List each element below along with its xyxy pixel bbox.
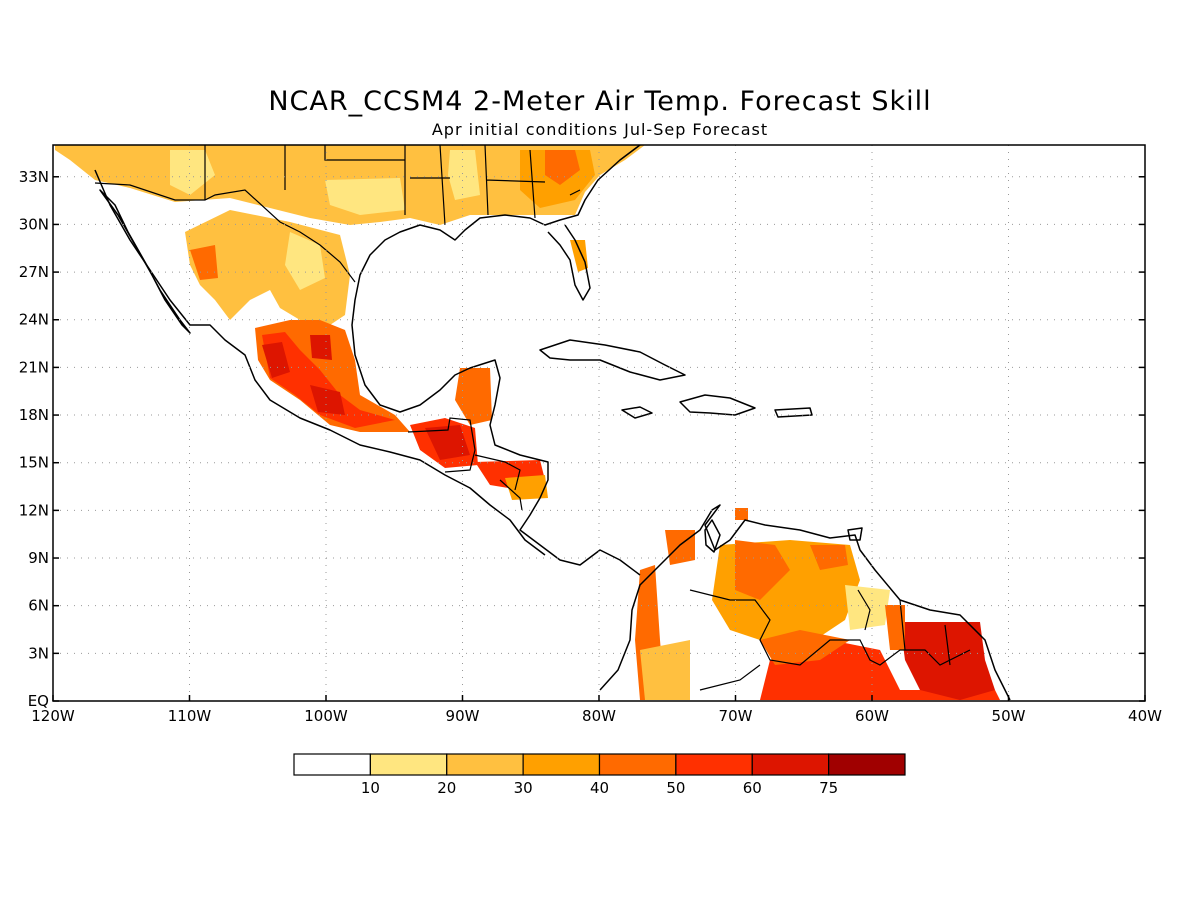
skill-region-venezuela-coast — [735, 508, 748, 520]
colorbar-swatch — [369, 753, 448, 776]
latitude-axis: EQ 3N 6N 9N 12N 15N 18N 21N 24N 27N 30N 33N — [19, 168, 1145, 710]
map-title: NCAR_CCSM4 2-Meter Air Temp. Forecast Sk… — [268, 86, 932, 117]
coastline-florida — [547, 224, 591, 301]
colorbar-swatch — [522, 753, 601, 776]
coastlines — [94, 145, 1011, 701]
colorbar-swatch — [675, 753, 753, 776]
lat-tick-label: 30N — [19, 215, 49, 233]
skill-region-mexico-strong — [262, 332, 395, 428]
skill-region-us-light — [325, 178, 405, 215]
skill-region-amazon-orange — [760, 630, 850, 665]
skill-region-us-orange — [545, 150, 580, 185]
lon-tick-label: 100W — [304, 707, 348, 725]
colorbar-label: 10 — [361, 779, 380, 797]
lat-tick-label: 21N — [19, 358, 49, 376]
lat-tick-label: 33N — [19, 168, 49, 186]
lat-tick-label: 12N — [19, 501, 49, 519]
political-borders — [94, 145, 971, 691]
colorbar-swatch — [828, 753, 906, 776]
lon-tick-label: 120W — [31, 707, 75, 725]
skill-region-venezuela-strong — [735, 540, 790, 600]
lon-tick-label: 70W — [719, 707, 753, 725]
colorbar-swatch — [293, 753, 371, 776]
lon-tick-label: 40W — [1128, 707, 1162, 725]
lon-tick-label: 80W — [582, 707, 616, 725]
border-us-states — [204, 145, 581, 226]
colorbar-label: 30 — [514, 779, 533, 797]
coastline-puerto-rico — [774, 407, 813, 418]
border-us-mexico — [94, 182, 356, 283]
skill-region-mexico-peak — [262, 342, 290, 378]
lon-tick-label: 90W — [446, 707, 480, 725]
lon-tick-label: 60W — [855, 707, 889, 725]
graticule — [53, 145, 1145, 701]
lat-tick-label: 24N — [19, 311, 49, 329]
skill-region-mexico-peak — [310, 335, 332, 360]
skill-region-guyana-light — [845, 585, 890, 630]
skill-region-yucatan — [455, 368, 492, 425]
coastline-cuba — [539, 339, 686, 381]
colorbar-swatch — [598, 753, 677, 776]
lat-tick-label: 15N — [19, 454, 49, 472]
lat-tick-label: 18N — [19, 406, 49, 424]
colorbar-swatch — [446, 753, 524, 776]
skill-region-colombia-north — [665, 530, 695, 565]
lat-tick-label: 27N — [19, 263, 49, 281]
lon-tick-label: 50W — [992, 707, 1026, 725]
skill-region-mexico-peak — [310, 385, 345, 415]
lon-tick-label: 110W — [168, 707, 212, 725]
skill-region-mexico-light — [285, 232, 325, 290]
colorbar-swatch — [751, 753, 830, 776]
colorbar-label: 50 — [666, 779, 685, 797]
lat-tick-label: 6N — [28, 597, 49, 615]
skill-region-us-light — [448, 150, 480, 200]
colorbar-label: 20 — [437, 779, 456, 797]
longitude-axis: 120W 110W 100W 90W 80W 70W 60W 50W 40W — [31, 695, 1162, 725]
coastline-pacific-mexico — [94, 169, 546, 556]
colorbar: 10 20 30 40 50 60 75 — [293, 753, 906, 797]
coastline-trinidad — [847, 527, 863, 541]
coastline-baja — [99, 189, 191, 334]
colorbar-label: 40 — [590, 779, 609, 797]
coastline-hispaniola — [679, 394, 756, 416]
lat-tick-label: 9N — [28, 549, 49, 567]
skill-region-us-light — [170, 150, 215, 195]
colorbar-label: 60 — [743, 779, 762, 797]
lat-tick-label: EQ — [28, 692, 49, 710]
coastline-gulf — [351, 145, 641, 576]
lat-tick-label: 3N — [28, 644, 49, 662]
border-south-america — [689, 589, 971, 691]
skill-region-guiana-orange — [885, 605, 905, 650]
skill-region-mexico-orange — [190, 245, 218, 280]
coastline-south-america-north — [599, 504, 1011, 701]
map-subtitle: Apr initial conditions Jul-Sep Forecast — [431, 120, 769, 139]
colorbar-label: 75 — [819, 779, 838, 797]
coastline-lake-maracaibo — [704, 519, 721, 553]
skill-region-mexico-north — [185, 210, 350, 325]
border-central-america — [407, 417, 523, 511]
skill-region-colombia-light — [640, 640, 690, 700]
skill-region-florida — [570, 240, 588, 272]
skill-region-venezuela-strong — [810, 545, 848, 570]
coastline-jamaica — [621, 406, 653, 419]
skill-shading — [55, 145, 1000, 700]
skill-region-guatemala-peak — [425, 425, 470, 460]
